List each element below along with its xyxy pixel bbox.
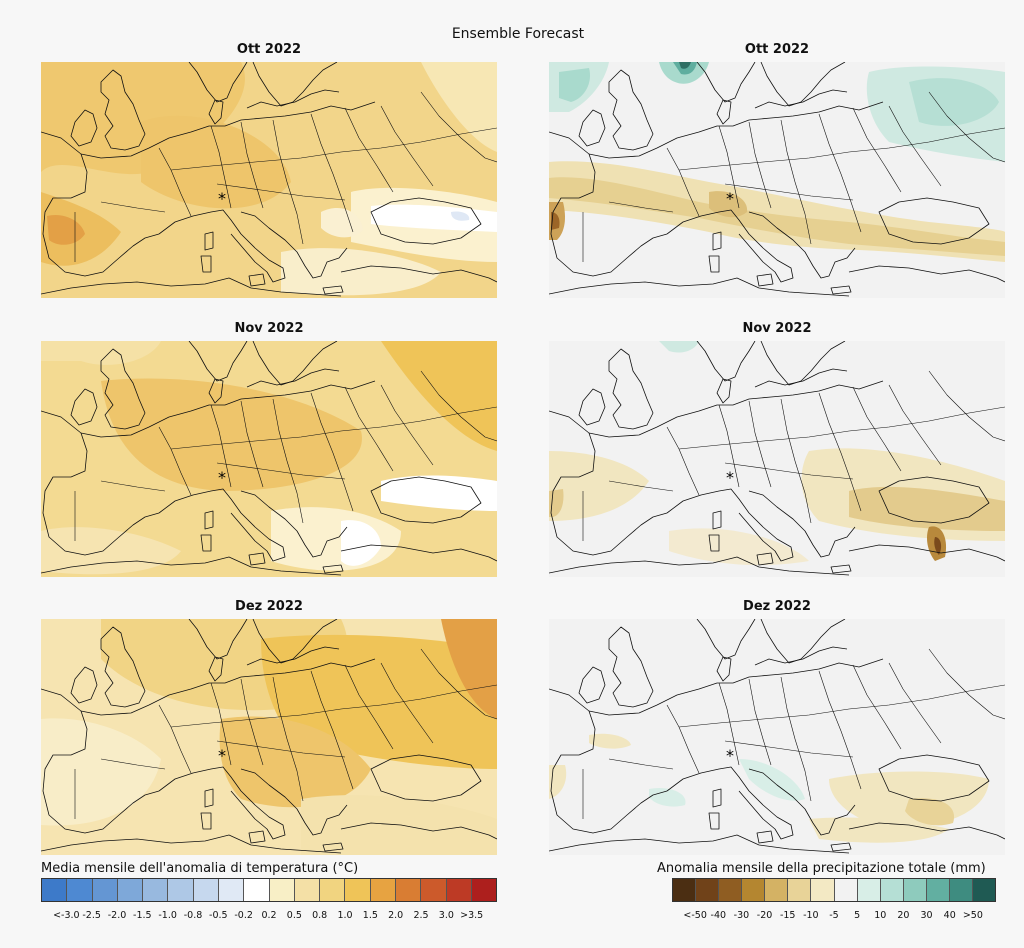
- precip-nov-title: Nov 2022: [742, 321, 812, 336]
- precip-tick-label: 5: [854, 910, 861, 921]
- temp-swatch: [294, 879, 321, 901]
- temp-tick-label: 1.5: [362, 910, 378, 921]
- temp-tick-label: -0.8: [183, 910, 203, 921]
- temp-tick-label: -0.5: [209, 910, 228, 921]
- temp-swatch: [168, 879, 194, 901]
- precip-colorbar: [672, 878, 996, 902]
- precip-tick-label: -5: [829, 910, 839, 921]
- precip-swatch: [973, 879, 996, 901]
- temp-swatch: [92, 879, 118, 901]
- precip-swatch: [903, 879, 927, 901]
- precip-swatch: [811, 879, 835, 901]
- temp-swatch: [218, 879, 245, 901]
- precip-dec-title: Dez 2022: [743, 599, 811, 614]
- precip-swatch: [926, 879, 950, 901]
- temp-nov-map: *: [41, 341, 497, 577]
- temp-tick-label: -2.5: [82, 910, 101, 921]
- precip-swatch: [788, 879, 812, 901]
- temp-swatch: [471, 879, 497, 901]
- precip-tick-label: 40: [943, 910, 956, 921]
- location-marker: *: [218, 189, 226, 208]
- temp-oct-title: Ott 2022: [236, 42, 302, 57]
- precip-nov-map: *: [549, 341, 1005, 577]
- temp-swatch: [117, 879, 144, 901]
- location-marker: *: [726, 746, 734, 765]
- temp-tick-label: 0.2: [261, 910, 277, 921]
- location-marker: *: [218, 746, 226, 765]
- location-marker: *: [726, 468, 734, 487]
- location-marker: *: [218, 468, 226, 487]
- precip-tick-label: -10: [803, 910, 819, 921]
- precip-tick-label: -15: [779, 910, 796, 921]
- temp-swatch: [42, 879, 68, 901]
- precip-swatch: [742, 879, 766, 901]
- precip-swatch: [696, 879, 720, 901]
- precip-tick-label: <-50: [683, 910, 707, 921]
- precip-swatch: [949, 879, 974, 901]
- precip-swatch: [673, 879, 697, 901]
- temp-legend-title: Media mensile dell'anomalia di temperatu…: [41, 861, 359, 876]
- temp-tick-label: 2.5: [413, 910, 429, 921]
- temp-swatch: [67, 879, 93, 901]
- precip-dec-map: *: [549, 619, 1005, 855]
- temp-swatch: [244, 879, 270, 901]
- temp-swatch: [395, 879, 422, 901]
- temp-tick-label: <-3.0: [53, 910, 80, 921]
- precip-swatch: [765, 879, 789, 901]
- temp-swatch: [269, 879, 295, 901]
- temp-dec-map: *: [41, 619, 497, 855]
- precip-swatch: [857, 879, 881, 901]
- temp-swatch: [370, 879, 396, 901]
- temp-tick-label: -1.5: [133, 910, 152, 921]
- location-marker: *: [726, 189, 734, 208]
- temp-tick-label: 1.0: [337, 910, 353, 921]
- temp-tick-label: -1.0: [158, 910, 177, 921]
- temp-dec-title: Dez 2022: [235, 599, 303, 614]
- precip-tick-label: -30: [733, 910, 750, 921]
- precip-tick-label: 30: [920, 910, 933, 921]
- temp-oct-map: *: [41, 62, 497, 298]
- precip-tick-label: -20: [756, 910, 773, 921]
- temp-tick-label: 3.0: [438, 910, 454, 921]
- temp-swatch: [446, 879, 472, 901]
- temp-tick-label: -2.0: [107, 910, 127, 921]
- temp-tick-label: 0.5: [286, 910, 302, 921]
- temp-swatch: [421, 879, 447, 901]
- precip-swatch: [880, 879, 904, 901]
- temp-tick-label: 2.0: [388, 910, 404, 921]
- temp-colorbar: [41, 878, 497, 902]
- precip-swatch: [719, 879, 743, 901]
- temp-tick-label: >3.5: [460, 910, 484, 921]
- temp-swatch: [193, 879, 219, 901]
- figure-title: Ensemble Forecast: [451, 26, 585, 42]
- precip-oct-title: Ott 2022: [744, 42, 810, 57]
- precip-tick-label: 20: [897, 910, 910, 921]
- precip-oct-map: *: [549, 62, 1005, 298]
- temp-tick-label: -0.2: [234, 910, 253, 921]
- temp-swatch: [345, 879, 371, 901]
- precip-tick-label: -40: [710, 910, 727, 921]
- temp-swatch: [143, 879, 169, 901]
- temp-swatch: [320, 879, 346, 901]
- precip-tick-label: 10: [874, 910, 887, 921]
- precip-swatch: [834, 879, 858, 901]
- precip-tick-label: >50: [962, 910, 983, 921]
- precip-legend-title: Anomalia mensile della precipitazione to…: [657, 861, 986, 876]
- temp-nov-title: Nov 2022: [234, 321, 304, 336]
- temp-tick-label: 0.8: [312, 910, 328, 921]
